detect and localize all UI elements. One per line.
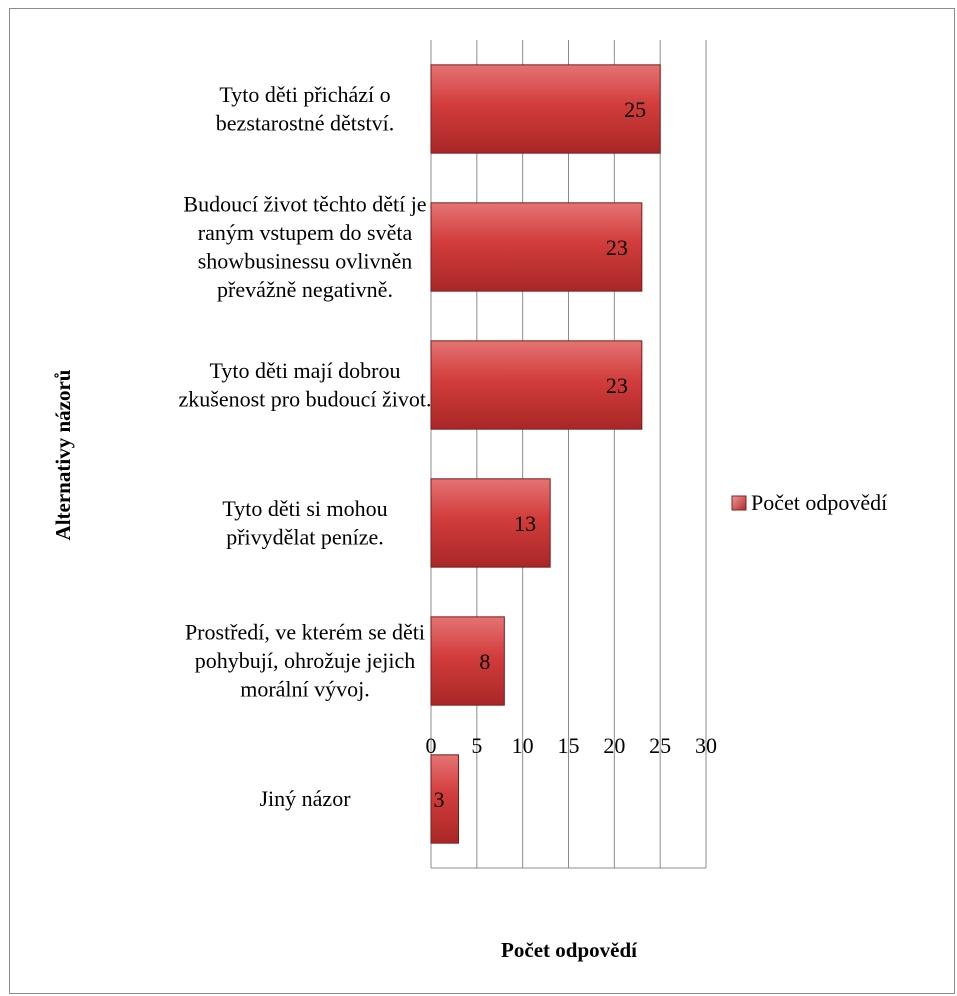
category-label: Tyto děti mají dobrou [210,358,401,383]
x-tick-label: 20 [603,733,625,758]
bar [430,616,505,706]
category-label: zkušenost pro budoucí život. [179,386,432,411]
data-label: 23 [606,235,628,260]
gridlines [430,40,707,869]
x-axis-title: Počet odpovědí [501,938,638,962]
category-label: převážně negativně. [217,277,393,302]
category-label: Tyto děti přichází o [219,82,390,107]
bar [430,340,643,430]
legend-label: Počet odpovědí [751,490,887,515]
category-label: pohybují, ohrožuje jejich [195,648,416,673]
bars: 25 23 23 13 8 3 [430,64,661,844]
x-tick-label: 15 [558,733,580,758]
category-labels: Tyto děti přichází o bezstarostné dětství… [179,82,432,811]
bar [430,478,551,568]
x-tick-label: 25 [649,733,671,758]
x-tick-label: 5 [471,733,482,758]
category-label: raným vstupem do světa [198,220,413,245]
bar [430,64,661,154]
data-label: 25 [624,97,646,122]
category-label: Budoucí život těchto dětí je [183,191,426,216]
category-label: Tyto děti si mohou [222,496,387,521]
data-label: 13 [514,511,536,536]
category-label: Jiný názor [259,786,351,811]
data-label: 3 [434,787,445,812]
x-tick-label: 30 [695,733,717,758]
data-label: 23 [606,373,628,398]
category-label: showbusinessu ovlivněn [198,248,413,273]
category-label: přivydělat peníze. [226,524,384,549]
data-label: 8 [479,649,490,674]
x-tick-labels: 0 5 10 15 20 25 30 [426,733,718,758]
bar [430,754,459,844]
category-label: bezstarostné dětství. [216,110,394,135]
category-label: morální vývoj. [240,677,370,702]
bar [430,202,643,292]
y-axis-title: Alternativy názorů [51,369,75,540]
x-tick-label: 0 [426,733,437,758]
legend-swatch [731,495,747,511]
legend: Počet odpovědí [731,490,887,515]
x-tick-label: 10 [512,733,534,758]
category-label: Prostředí, ve kterém se děti [185,620,425,645]
